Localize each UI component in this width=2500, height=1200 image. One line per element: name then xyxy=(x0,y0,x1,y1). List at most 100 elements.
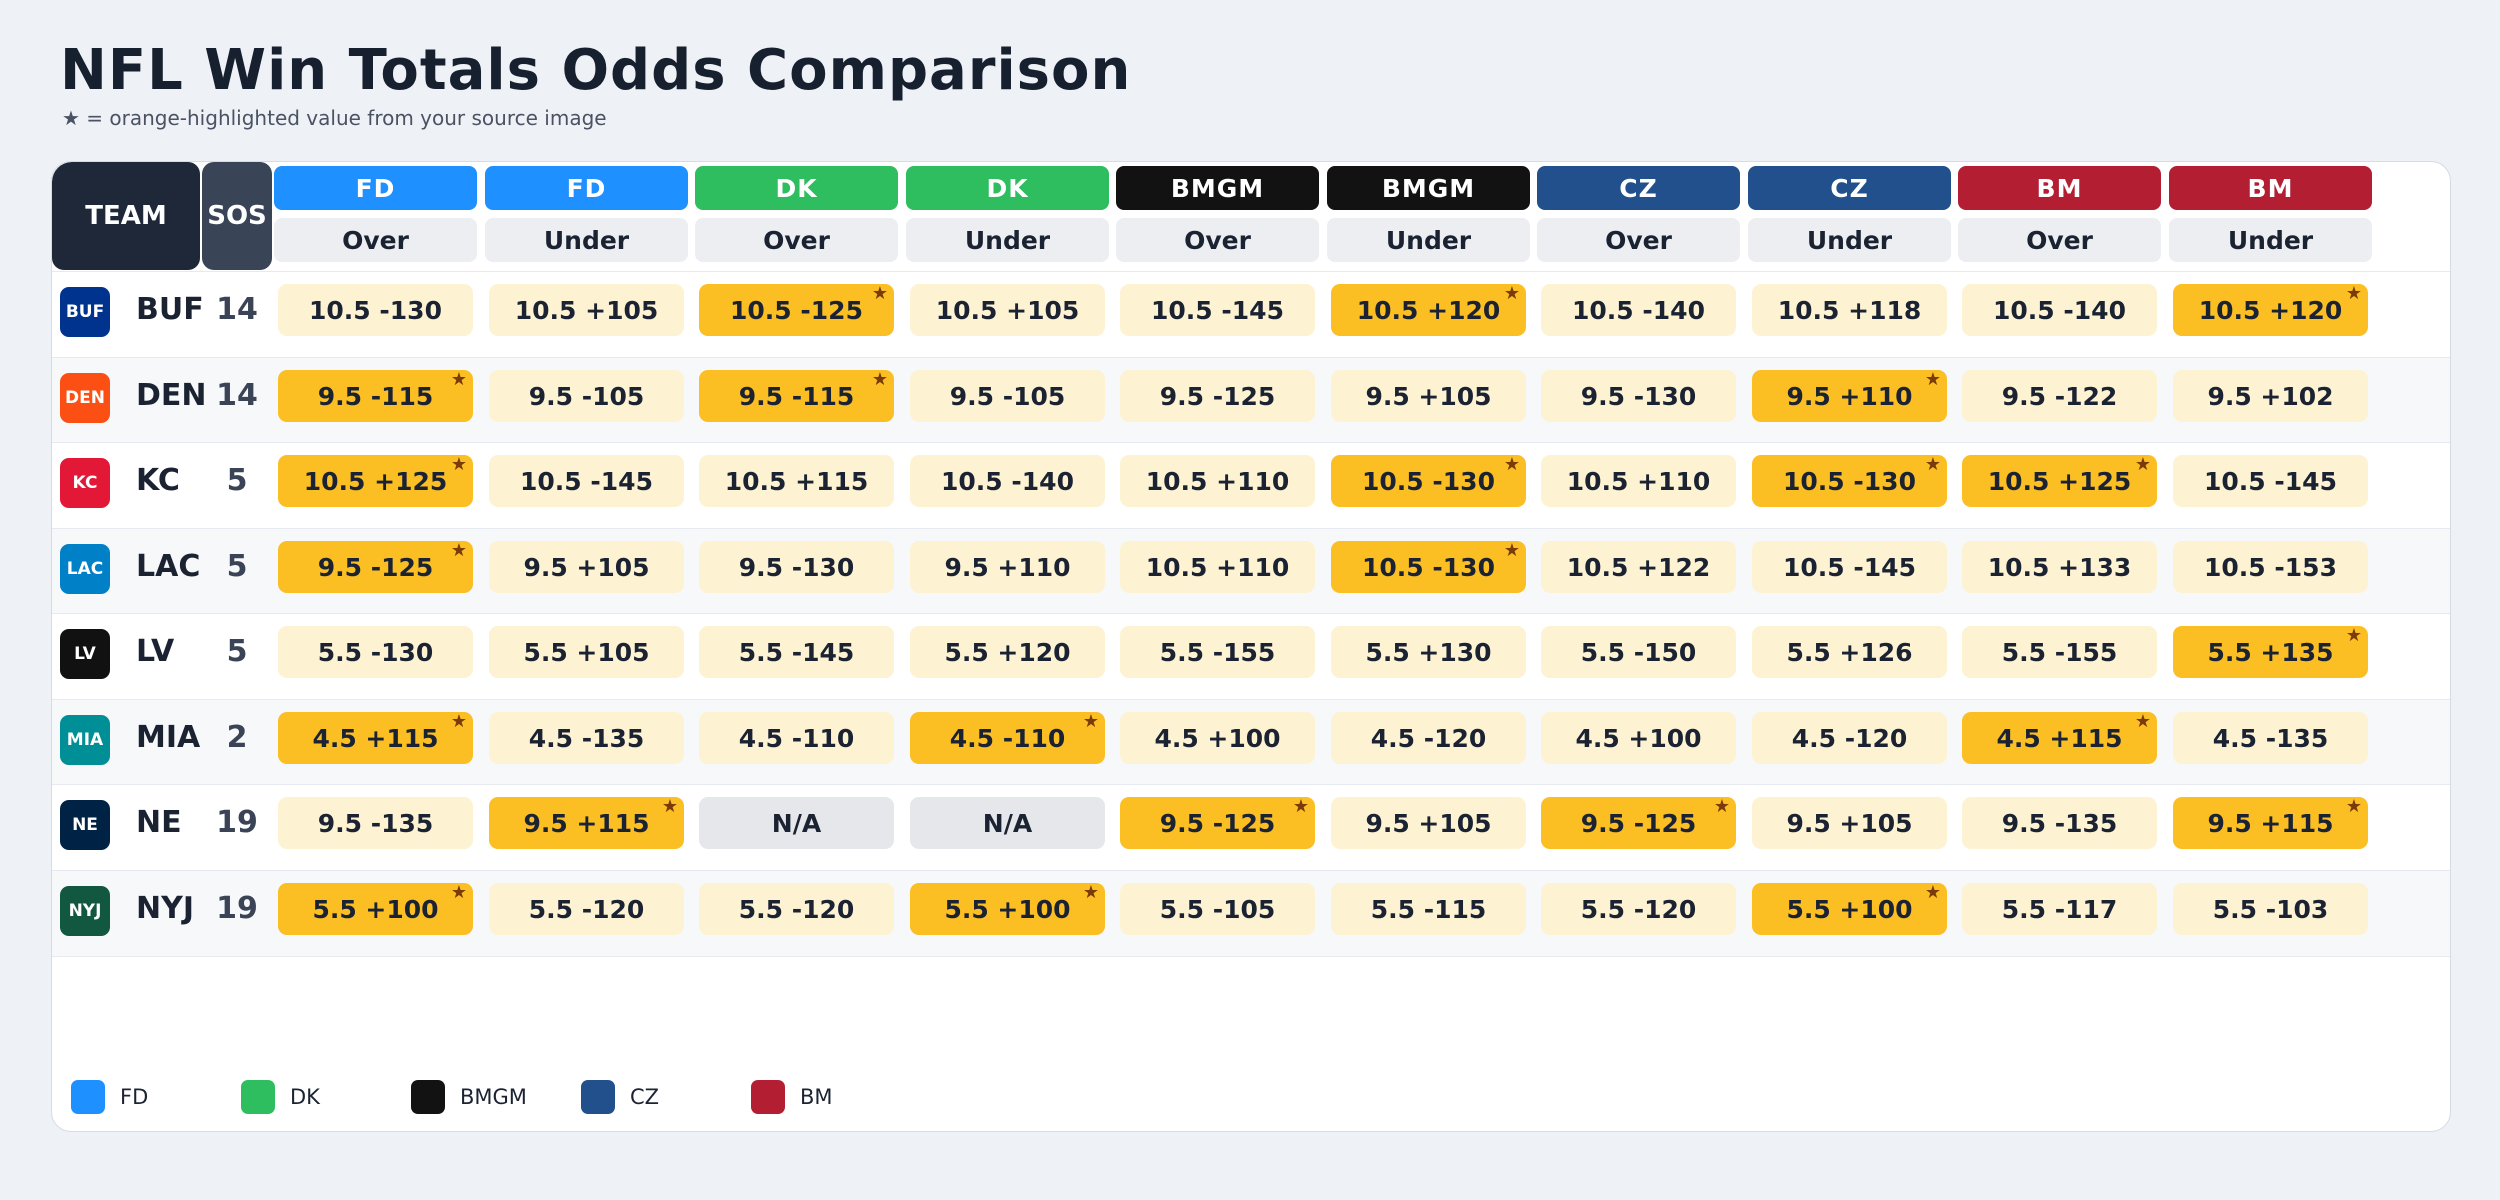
odds-value: 10.5 +120 xyxy=(2198,295,2343,325)
sos-value: 19 xyxy=(216,805,258,840)
odds-cell: 9.5 -135 xyxy=(1962,797,2157,849)
odds-value: 10.5 +120 xyxy=(1356,295,1501,325)
star-icon: ★ xyxy=(1503,283,1520,304)
odds-cell-highlighted: 10.5 -130 ★ xyxy=(1331,455,1526,507)
side-header-fd-over: Over xyxy=(274,218,477,262)
legend-item-dk: DK xyxy=(241,1080,320,1114)
legend-item-bmgm: BMGM xyxy=(411,1080,527,1114)
odds-cell: 9.5 +105 xyxy=(1752,797,1947,849)
odds-value: 9.5 +110 xyxy=(944,552,1071,582)
odds-value: 5.5 -145 xyxy=(738,637,855,667)
odds-value: 10.5 -140 xyxy=(941,466,1074,496)
odds-value: 9.5 -130 xyxy=(1580,381,1697,411)
sos-value: 5 xyxy=(226,463,248,498)
odds-value: 5.5 -155 xyxy=(2001,637,2118,667)
side-header-bmgm-over: Over xyxy=(1116,218,1319,262)
star-icon: ★ xyxy=(2345,796,2362,817)
odds-cell: 4.5 +100 xyxy=(1120,712,1315,764)
odds-cell: 10.5 +118 xyxy=(1752,284,1947,336)
odds-cell-highlighted: 5.5 +100 ★ xyxy=(910,883,1105,935)
table-row: LV LV 5 5.5 -130 5.5 +105 5.5 -145 5.5 +120 5.5… xyxy=(52,613,2450,699)
odds-cell: 5.5 -105 xyxy=(1120,883,1315,935)
side-header-cz-over: Over xyxy=(1537,218,1740,262)
book-header-cz-under: CZ xyxy=(1748,166,1951,210)
odds-cell: 10.5 -130 xyxy=(278,284,473,336)
odds-value: 4.5 +100 xyxy=(1575,723,1702,753)
odds-value: 10.5 +125 xyxy=(303,466,448,496)
star-icon: ★ xyxy=(1503,540,1520,561)
legend-label: DK xyxy=(290,1085,320,1109)
odds-cell: 5.5 +105 xyxy=(489,626,684,678)
odds-cell: 10.5 +133 xyxy=(1962,541,2157,593)
book-header-bmgm-under: BMGM xyxy=(1327,166,1530,210)
odds-cell: 9.5 +105 xyxy=(489,541,684,593)
sos-value: 14 xyxy=(216,292,258,327)
star-icon: ★ xyxy=(2134,711,2151,732)
odds-cell: 9.5 -125 xyxy=(1120,370,1315,422)
odds-cell: 9.5 -105 xyxy=(910,370,1105,422)
odds-cell: 5.5 -130 xyxy=(278,626,473,678)
odds-value: 5.5 +135 xyxy=(2207,637,2334,667)
odds-value: 9.5 -125 xyxy=(1580,808,1697,838)
sos-value: 2 xyxy=(226,720,248,755)
odds-value: 5.5 -130 xyxy=(317,637,434,667)
team-abbreviation: KC xyxy=(136,463,180,498)
odds-cell: 5.5 -120 xyxy=(1541,883,1736,935)
odds-value: 9.5 -115 xyxy=(317,381,434,411)
side-header-fd-under: Under xyxy=(485,218,688,262)
odds-cell-highlighted: 9.5 +110 ★ xyxy=(1752,370,1947,422)
odds-cell: 4.5 -120 xyxy=(1752,712,1947,764)
odds-cell: 10.5 +110 xyxy=(1120,455,1315,507)
star-icon: ★ xyxy=(1082,882,1099,903)
table-row: NE NE 19 9.5 -135 9.5 +115 ★ N/A N/A 9.5 -125 ★ 9.… xyxy=(52,784,2450,870)
star-icon: ★ xyxy=(661,796,678,817)
odds-value: 10.5 +115 xyxy=(724,466,869,496)
odds-cell-highlighted: 10.5 -130 ★ xyxy=(1331,541,1526,593)
odds-cell: 9.5 +110 xyxy=(910,541,1105,593)
book-header-bm-under: BM xyxy=(2169,166,2372,210)
odds-value: 10.5 +118 xyxy=(1777,295,1922,325)
odds-cell: 5.5 -117 xyxy=(1962,883,2157,935)
table-row: LAC LAC 5 9.5 -125 ★ 9.5 +105 9.5 -130 9.5 +110… xyxy=(52,528,2450,614)
odds-cell: 9.5 +105 xyxy=(1331,797,1526,849)
odds-cell: 5.5 -155 xyxy=(1120,626,1315,678)
odds-value: 9.5 +115 xyxy=(2207,808,2334,838)
odds-value: 5.5 -150 xyxy=(1580,637,1697,667)
odds-cell: 5.5 -115 xyxy=(1331,883,1526,935)
sos-value: 19 xyxy=(216,891,258,926)
star-icon: ★ xyxy=(1503,454,1520,475)
odds-value: 5.5 -103 xyxy=(2212,894,2329,924)
odds-cell: 10.5 -140 xyxy=(910,455,1105,507)
legend-label: BM xyxy=(800,1085,833,1109)
odds-cell: 10.5 +115 xyxy=(699,455,894,507)
odds-value: 9.5 -135 xyxy=(317,808,434,838)
odds-value: 5.5 -120 xyxy=(1580,894,1697,924)
legend-swatch xyxy=(241,1080,275,1114)
sos-value: 14 xyxy=(216,378,258,413)
odds-cell: 9.5 -105 xyxy=(489,370,684,422)
odds-value: 5.5 +100 xyxy=(944,894,1071,924)
odds-value: 9.5 -135 xyxy=(2001,808,2118,838)
odds-cell-highlighted: 5.5 +135 ★ xyxy=(2173,626,2368,678)
odds-value: 9.5 -125 xyxy=(317,552,434,582)
odds-value: 9.5 +105 xyxy=(1365,808,1492,838)
odds-value: 5.5 +100 xyxy=(312,894,439,924)
legend-swatch xyxy=(71,1080,105,1114)
odds-cell: 4.5 -110 xyxy=(699,712,894,764)
book-header-fd-under: FD xyxy=(485,166,688,210)
odds-cell-highlighted: 9.5 -115 ★ xyxy=(278,370,473,422)
star-icon: ★ xyxy=(450,454,467,475)
odds-cell-highlighted: 10.5 +120 ★ xyxy=(2173,284,2368,336)
table-row: BUF BUF 14 10.5 -130 10.5 +105 10.5 -125 ★ 10.5… xyxy=(52,271,2450,357)
team-logo-badge: BUF xyxy=(60,287,110,337)
odds-value: N/A xyxy=(982,808,1033,838)
odds-value: 4.5 -135 xyxy=(2212,723,2329,753)
star-icon: ★ xyxy=(871,369,888,390)
odds-value: 4.5 -120 xyxy=(1370,723,1487,753)
odds-value: 9.5 +105 xyxy=(1365,381,1492,411)
team-logo-badge: MIA xyxy=(60,715,110,765)
odds-value: 4.5 -120 xyxy=(1791,723,1908,753)
side-header-bmgm-under: Under xyxy=(1327,218,1530,262)
odds-value: 10.5 -130 xyxy=(1362,466,1495,496)
odds-value: 5.5 +130 xyxy=(1365,637,1492,667)
